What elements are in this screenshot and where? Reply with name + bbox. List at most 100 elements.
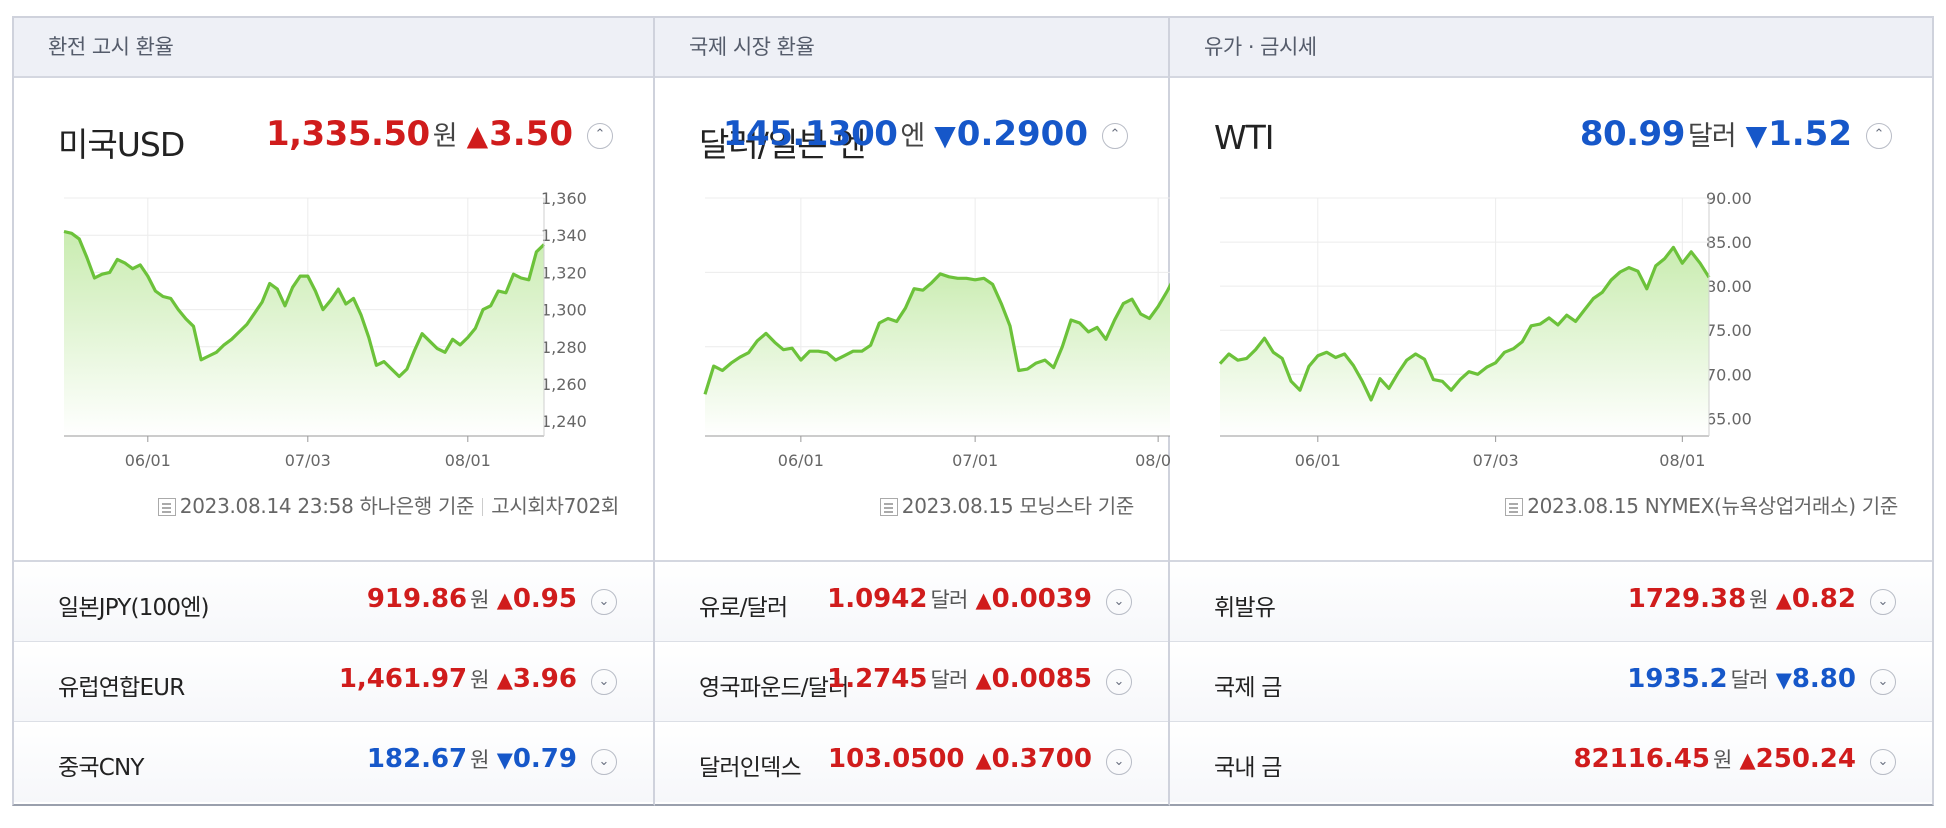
row-unit: 원	[470, 748, 489, 772]
quote-row-name: 달러인덱스	[699, 755, 802, 781]
chart-source: 2023.08.15 모닝스타 기준	[901, 494, 1135, 518]
expand-chevron-down-icon[interactable]: ⌄	[591, 749, 617, 775]
row-unit: 달러	[930, 588, 968, 612]
y-tick-label: 65.00	[1706, 409, 1752, 428]
row-change-value: 250.24	[1755, 744, 1856, 774]
row-change-value: 0.0039	[991, 584, 1092, 614]
row-change-value: 0.0085	[991, 664, 1092, 694]
quote-row-value: 1935.2 달러 ▼8.80 ⌄	[1627, 664, 1896, 695]
quote-row[interactable]: 유로/달러 1.0942 달러 ▲0.0039 ⌄	[655, 562, 1168, 642]
y-tick-label: 1,320	[541, 263, 587, 282]
main-unit: 엔	[900, 121, 925, 152]
up-triangle-icon: ▲	[1775, 588, 1792, 612]
y-tick-label: 90.00	[1706, 189, 1752, 208]
main-price: 1,335.50	[265, 114, 430, 154]
y-tick-label: 80.00	[1706, 277, 1752, 296]
quote-row-value: 82116.45 원 ▲250.24 ⌄	[1573, 744, 1896, 775]
row-price: 1.2745	[827, 664, 928, 694]
chart-footer: 2023.08.14 23:58 하나은행 기준 고시회차702회	[157, 490, 619, 519]
series-area	[64, 231, 544, 436]
row-change: ▼8.80	[1776, 664, 1856, 694]
divider	[482, 498, 484, 516]
main-change: ▲3.50	[467, 114, 573, 154]
y-tick-label: 70.00	[1706, 365, 1752, 384]
quote-row-value: 1.2745 달러 ▲0.0085 ⌄	[827, 664, 1132, 695]
panel-header: 국제 시장 환율	[655, 18, 1168, 78]
expand-chevron-down-icon[interactable]: ⌄	[1106, 669, 1132, 695]
main-quote-value: 1,335.50 원 ▲3.50 ⌃	[266, 114, 613, 154]
quote-row-value: 1729.38 원 ▲0.82 ⌄	[1628, 584, 1896, 615]
expand-chevron-down-icon[interactable]: ⌄	[591, 589, 617, 615]
collapse-chevron-up-icon[interactable]: ⌃	[1102, 123, 1128, 149]
row-unit: 원	[470, 668, 489, 692]
main-quote[interactable]: WTI 80.99 달러 ▼1.52 ⌃ 90.00 85.00 80.00 75.0…	[1170, 78, 1932, 562]
row-price: 82116.45	[1573, 744, 1710, 774]
y-tick-label: 1,240	[541, 412, 587, 431]
x-tick-label: 08/01	[1135, 451, 1181, 470]
row-change-value: 0.82	[1791, 584, 1856, 614]
up-triangle-icon: ▲	[975, 668, 992, 692]
quote-row[interactable]: 달러인덱스 103.0500 ▲0.3700 ⌄	[655, 722, 1168, 802]
main-price: 145.1300	[722, 114, 898, 154]
collapse-chevron-up-icon[interactable]: ⌃	[1866, 123, 1892, 149]
series-area	[1220, 247, 1709, 436]
series-area	[705, 264, 1193, 436]
collapse-chevron-up-icon[interactable]: ⌃	[587, 123, 613, 149]
quote-row[interactable]: 국제 금 1935.2 달러 ▼8.80 ⌄	[1170, 642, 1932, 722]
row-unit: 달러	[930, 668, 968, 692]
document-icon	[879, 498, 898, 516]
row-price: 1,461.97	[338, 664, 468, 694]
main-price: 80.99	[1579, 114, 1686, 154]
y-tick-label: 1,280	[541, 338, 587, 357]
quote-row-value: 919.86 원 ▲0.95 ⌄	[367, 584, 617, 615]
row-unit: 원	[1749, 588, 1768, 612]
main-unit: 원	[432, 121, 458, 152]
chart-footer: 2023.08.15 NYMEX(뉴욕상업거래소) 기준	[1505, 490, 1898, 519]
y-tick-label: 85.00	[1706, 233, 1752, 252]
row-change: ▲250.24	[1740, 744, 1857, 774]
quote-row[interactable]: 일본JPY(100엔) 919.86 원 ▲0.95 ⌄	[14, 562, 653, 642]
row-change: ▼0.79	[497, 744, 577, 774]
row-price: 1.0942	[827, 584, 928, 614]
quote-row[interactable]: 중국CNY 182.67 원 ▼0.79 ⌄	[14, 722, 653, 802]
expand-chevron-down-icon[interactable]: ⌄	[1870, 589, 1896, 615]
y-tick-label: 1,300	[541, 301, 587, 320]
expand-chevron-down-icon[interactable]: ⌄	[1870, 669, 1896, 695]
main-unit: 달러	[1687, 121, 1737, 152]
chart-source: 2023.08.15 NYMEX(뉴욕상업거래소) 기준	[1527, 494, 1898, 518]
up-triangle-icon: ▲	[975, 748, 992, 772]
up-triangle-icon: ▲	[466, 119, 489, 152]
row-change-value: 0.3700	[991, 744, 1092, 774]
panel-exchange-notice: 환전 고시 환율 미국USD 1,335.50 원 ▲3.50 ⌃ 1,360 1…	[12, 16, 655, 806]
x-tick-label: 06/01	[125, 451, 171, 470]
series-line	[703, 263, 1194, 395]
main-quote-name: 미국USD	[58, 125, 185, 164]
main-change-value: 0.2900	[956, 114, 1088, 154]
up-triangle-icon: ▲	[496, 668, 513, 692]
row-price: 182.67	[366, 744, 468, 774]
main-quote[interactable]: 미국USD 1,335.50 원 ▲3.50 ⌃ 1,360 1,340 1,320…	[14, 78, 653, 562]
quote-row-value: 103.0500 ▲0.3700 ⌄	[827, 744, 1132, 775]
series-line	[63, 229, 546, 379]
expand-chevron-down-icon[interactable]: ⌄	[1870, 749, 1896, 775]
row-price: 1935.2	[1627, 664, 1728, 694]
series-line	[1218, 245, 1711, 402]
quote-row[interactable]: 국내 금 82116.45 원 ▲250.24 ⌄	[1170, 722, 1932, 802]
row-change: ▲0.3700	[976, 744, 1093, 774]
quote-row[interactable]: 휘발유 1729.38 원 ▲0.82 ⌄	[1170, 562, 1932, 642]
main-change: ▼0.2900	[934, 114, 1088, 154]
main-quote-value: 145.1300 엔 ▼0.2900 ⌃	[723, 114, 1128, 154]
main-quote[interactable]: 달러/일본 엔 145.1300 엔 ▼0.2900 ⌃ 150.00145.0…	[655, 78, 1246, 562]
quote-row-name: 중국CNY	[58, 755, 144, 781]
expand-chevron-down-icon[interactable]: ⌄	[1106, 749, 1132, 775]
quote-row[interactable]: 유럽연합EUR 1,461.97 원 ▲3.96 ⌄	[14, 642, 653, 722]
quote-row[interactable]: 영국파운드/달러 1.2745 달러 ▲0.0085 ⌄	[655, 642, 1168, 722]
row-price: 103.0500	[827, 744, 965, 774]
up-triangle-icon: ▲	[975, 588, 992, 612]
up-triangle-icon: ▲	[1739, 748, 1756, 772]
x-tick-label: 07/03	[1473, 451, 1519, 470]
expand-chevron-down-icon[interactable]: ⌄	[591, 669, 617, 695]
quote-row-name: 유로/달러	[699, 595, 788, 621]
expand-chevron-down-icon[interactable]: ⌄	[1106, 589, 1132, 615]
